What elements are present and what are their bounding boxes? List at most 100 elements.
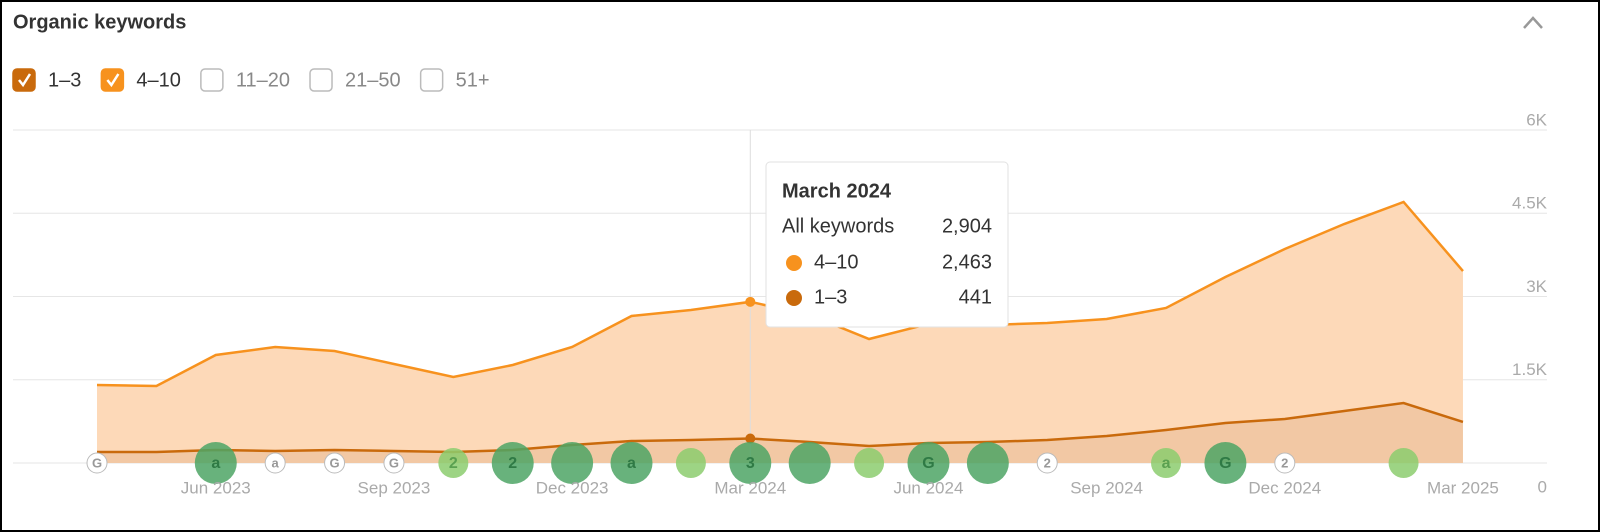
x-tick-label: Mar 2025 bbox=[1427, 478, 1499, 497]
x-tick-label: Sep 2023 bbox=[358, 478, 431, 497]
x-tick-label: Jun 2024 bbox=[893, 478, 963, 497]
legend-item[interactable]: 11–20 bbox=[200, 68, 290, 92]
tooltip-value: 441 bbox=[959, 286, 992, 308]
annotation-label: 2 bbox=[508, 455, 517, 472]
legend-item[interactable]: 21–50 bbox=[309, 68, 401, 92]
annotation-marker bbox=[907, 442, 950, 484]
annotation-label: 2 bbox=[1281, 455, 1288, 470]
x-tick-label: Jun 2023 bbox=[181, 478, 251, 497]
tooltip-value: 2,463 bbox=[942, 251, 992, 273]
chart-title: Organic keywords bbox=[13, 11, 186, 33]
annotation[interactable] bbox=[675, 448, 706, 478]
check-mark bbox=[106, 73, 120, 88]
tooltip-swatch bbox=[786, 290, 802, 306]
y-tick-label: 0 bbox=[1538, 477, 1547, 496]
area bbox=[97, 403, 1463, 463]
annotation[interactable]: 2 bbox=[1036, 452, 1058, 474]
x-tick-label: Dec 2023 bbox=[536, 478, 609, 497]
annotation-marker bbox=[1274, 452, 1296, 474]
annotation-label: 3 bbox=[746, 455, 755, 472]
checkbox bbox=[309, 68, 333, 92]
checkbox bbox=[100, 68, 125, 92]
annotation-marker bbox=[1151, 448, 1182, 478]
annotation-marker bbox=[438, 448, 469, 478]
annotation[interactable]: G bbox=[907, 442, 950, 484]
annotation[interactable]: G bbox=[86, 452, 108, 474]
annotation-marker bbox=[1036, 452, 1058, 474]
annotation-label: a bbox=[627, 455, 636, 472]
hover-point bbox=[745, 296, 756, 307]
checkbox bbox=[200, 68, 224, 92]
annotation-marker bbox=[610, 442, 653, 484]
legend-label: 1–3 bbox=[48, 69, 81, 91]
annotation[interactable]: a bbox=[1151, 448, 1182, 478]
annotation-label: G bbox=[92, 455, 102, 470]
checkbox bbox=[419, 68, 444, 92]
annotation-label: 2 bbox=[449, 455, 458, 472]
annotation-marker bbox=[1204, 442, 1247, 484]
legend-label: 11–20 bbox=[236, 69, 290, 91]
annotation-marker bbox=[788, 442, 831, 484]
annotation[interactable]: a bbox=[194, 442, 237, 484]
x-tick-label: Dec 2024 bbox=[1248, 478, 1321, 497]
annotation-label: G bbox=[922, 455, 934, 472]
annotation[interactable]: 2 bbox=[491, 442, 534, 484]
collapse-chevron[interactable] bbox=[1523, 16, 1543, 29]
y-tick-label: 3K bbox=[1526, 277, 1547, 296]
y-tick-label: 6K bbox=[1526, 110, 1547, 129]
checkbox bbox=[12, 68, 36, 92]
legend-label: 4–10 bbox=[136, 69, 181, 91]
legend-item[interactable]: 4–10 bbox=[100, 68, 181, 92]
hover-point bbox=[745, 433, 756, 444]
tooltip-label: 1–3 bbox=[814, 286, 847, 308]
check-mark bbox=[18, 73, 32, 88]
tooltip: March 2024 All keywords 2,904 4–10 2,463 1–3 4… bbox=[765, 161, 1009, 328]
annotation-marker bbox=[194, 442, 237, 484]
annotation[interactable]: G bbox=[383, 452, 405, 474]
annotation-marker bbox=[854, 448, 885, 478]
annotation[interactable] bbox=[788, 442, 831, 484]
annotation[interactable] bbox=[966, 442, 1009, 484]
annotation[interactable]: G bbox=[324, 452, 346, 474]
tooltip-swatch bbox=[786, 255, 802, 271]
annotation-marker bbox=[264, 452, 286, 474]
annotation[interactable]: a bbox=[610, 442, 653, 484]
line bbox=[97, 401, 1464, 454]
annotation[interactable] bbox=[551, 442, 594, 484]
annotation[interactable]: 2 bbox=[438, 448, 469, 478]
annotation-label: G bbox=[329, 455, 339, 470]
annotation-marker bbox=[324, 452, 346, 474]
legend-item[interactable]: 1–3 bbox=[12, 68, 81, 92]
annotation-label: 2 bbox=[1044, 455, 1051, 470]
annotation[interactable]: G bbox=[1204, 442, 1247, 484]
annotation-label: a bbox=[272, 455, 280, 470]
x-tick-label: Mar 2024 bbox=[714, 478, 786, 497]
tooltip-box bbox=[765, 161, 1009, 328]
annotation-marker bbox=[86, 452, 108, 474]
annotation-label: G bbox=[389, 455, 399, 470]
legend-label: 51+ bbox=[456, 69, 490, 91]
annotation-label: G bbox=[1219, 455, 1231, 472]
annotation[interactable] bbox=[1388, 448, 1419, 478]
x-tick-label: Sep 2024 bbox=[1070, 478, 1143, 497]
annotation-label: a bbox=[211, 455, 220, 472]
tooltip-label: 4–10 bbox=[814, 251, 859, 273]
annotation[interactable]: 2 bbox=[1274, 452, 1296, 474]
annotation-marker bbox=[675, 448, 706, 478]
annotation-marker bbox=[966, 442, 1009, 484]
y-tick-label: 1.5K bbox=[1512, 360, 1548, 379]
legend-label: 21–50 bbox=[345, 69, 401, 91]
tooltip-title: March 2024 bbox=[782, 180, 892, 202]
annotation[interactable] bbox=[854, 448, 885, 478]
annotation[interactable]: 3 bbox=[729, 442, 772, 484]
annotation-marker bbox=[729, 442, 772, 484]
y-tick-label: 4.5K bbox=[1512, 194, 1548, 213]
annotation-marker bbox=[491, 442, 534, 484]
annotation[interactable]: a bbox=[264, 452, 286, 474]
legend-item[interactable]: 51+ bbox=[419, 68, 490, 92]
tooltip-label: All keywords bbox=[782, 215, 894, 237]
annotation-label: a bbox=[1162, 455, 1171, 472]
annotation-marker bbox=[551, 442, 594, 484]
tooltip-value: 2,904 bbox=[942, 215, 992, 237]
